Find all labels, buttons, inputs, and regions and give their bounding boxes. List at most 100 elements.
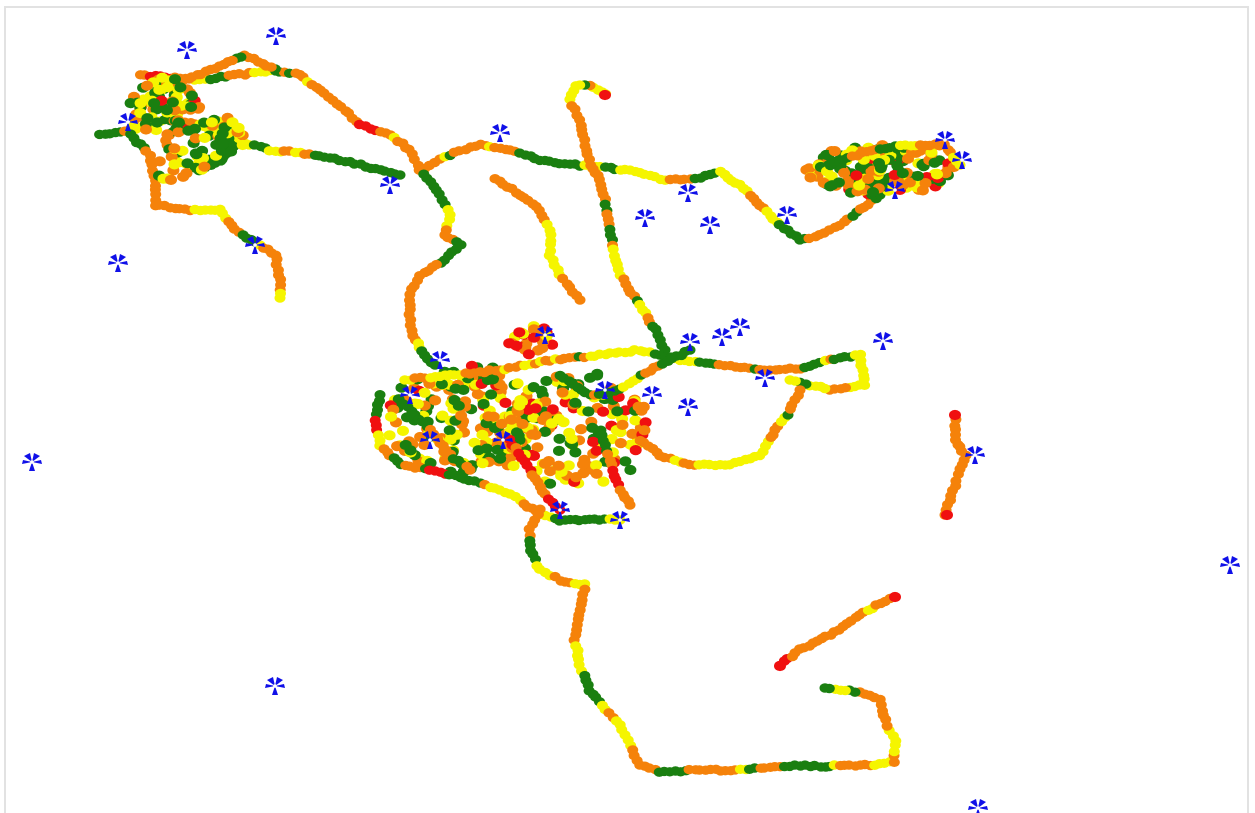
fan-blade: [128, 113, 136, 122]
fan-blade: [1230, 556, 1238, 565]
track-point: [513, 327, 526, 338]
fan-blade: [970, 799, 978, 808]
track-point: [556, 387, 569, 398]
fan-hub: [738, 325, 742, 329]
fan-tower-icon[interactable]: [678, 184, 698, 202]
fan-blade: [892, 190, 898, 199]
fan-hub: [708, 223, 712, 227]
fan-tower-icon[interactable]: [265, 677, 285, 695]
fan-blade: [642, 218, 648, 227]
fan-tower-icon[interactable]: [700, 216, 720, 234]
track-point: [165, 174, 177, 185]
fan-hub: [688, 340, 692, 344]
track-point: [784, 375, 796, 385]
fan-tower-icon[interactable]: [595, 381, 615, 399]
fan-blade: [440, 351, 448, 360]
track-point: [168, 143, 181, 154]
track-point: [819, 683, 831, 693]
fan-tower-icon[interactable]: [550, 501, 570, 519]
fan-tower-icon[interactable]: [177, 41, 197, 59]
track-point: [638, 425, 651, 436]
fan-blade: [740, 318, 748, 327]
fan-hub: [973, 453, 977, 457]
fan-tower-icon[interactable]: [935, 131, 955, 149]
fan-tower-icon[interactable]: [108, 254, 128, 272]
track-point: [148, 98, 161, 109]
track-point: [569, 447, 582, 458]
fan-tower-icon[interactable]: [755, 369, 775, 387]
fan-tower-icon[interactable]: [885, 181, 905, 199]
fan-blade: [945, 131, 953, 140]
track-point: [476, 429, 489, 440]
fan-blade: [688, 398, 696, 407]
track-point: [629, 415, 642, 426]
track-point: [482, 411, 495, 422]
fan-tower-icon[interactable]: [490, 124, 510, 142]
fan-tower-icon[interactable]: [642, 386, 662, 404]
fan-blade: [272, 686, 278, 695]
fan-tower-icon[interactable]: [245, 236, 265, 254]
track-point: [538, 426, 551, 437]
fan-blade: [710, 216, 718, 225]
fan-tower-icon[interactable]: [873, 332, 893, 350]
track-point: [153, 156, 166, 167]
track-point: [544, 478, 557, 489]
fan-tower-icon[interactable]: [420, 431, 440, 449]
fan-blade: [110, 254, 118, 263]
fan-blade: [887, 181, 895, 190]
fan-tower-icon[interactable]: [968, 799, 988, 813]
track-point: [538, 458, 551, 469]
track-point: [477, 398, 490, 410]
fan-blade: [179, 41, 187, 50]
fan-blade: [387, 185, 393, 194]
fan-tower-icon[interactable]: [535, 326, 555, 344]
track-point: [180, 168, 193, 179]
fan-blade: [1222, 556, 1230, 565]
track-point: [141, 113, 154, 124]
fan-blade: [883, 332, 891, 341]
fan-hub: [763, 376, 767, 380]
fan-tower-icon[interactable]: [712, 328, 732, 346]
fan-tower-icon[interactable]: [400, 386, 420, 404]
fan-tower-icon[interactable]: [118, 113, 138, 131]
fan-hub: [650, 393, 654, 397]
fan-blade: [24, 453, 32, 462]
fan-blade: [612, 511, 620, 520]
fan-tower-icon[interactable]: [952, 151, 972, 169]
fan-hub: [388, 183, 392, 187]
fan-tower-icon[interactable]: [777, 206, 797, 224]
fan-blade: [978, 799, 986, 808]
fan-tower-icon[interactable]: [610, 511, 630, 529]
fan-tower-icon[interactable]: [430, 351, 450, 369]
fan-tower-icon[interactable]: [380, 176, 400, 194]
fan-hub: [603, 388, 607, 392]
fan-blade: [875, 332, 883, 341]
fan-tower-icon[interactable]: [493, 431, 513, 449]
track-point: [629, 445, 642, 456]
fan-tower-icon[interactable]: [680, 333, 700, 351]
track-point: [464, 465, 476, 475]
track-point: [160, 105, 173, 116]
track-point: [590, 445, 603, 456]
fan-tower-icon[interactable]: [730, 318, 750, 336]
track-point: [774, 660, 786, 672]
fan-tower-icon[interactable]: [635, 209, 655, 227]
fan-hub: [1228, 563, 1232, 567]
fan-tower-icon[interactable]: [22, 453, 42, 471]
track-point: [236, 139, 249, 151]
fan-blade: [410, 386, 418, 395]
track-point: [826, 180, 839, 191]
fan-tower-icon[interactable]: [266, 27, 286, 45]
fan-tower-icon[interactable]: [1220, 556, 1240, 574]
fan-blade: [954, 151, 962, 160]
fan-tower-icon[interactable]: [678, 398, 698, 416]
fan-blade: [407, 395, 413, 404]
fan-hub: [408, 393, 412, 397]
fan-blade: [32, 453, 40, 462]
track-point: [457, 384, 470, 395]
track-point: [552, 460, 565, 471]
track-point: [225, 146, 238, 157]
fan-tower-icon[interactable]: [965, 446, 985, 464]
fan-blade: [737, 327, 743, 336]
